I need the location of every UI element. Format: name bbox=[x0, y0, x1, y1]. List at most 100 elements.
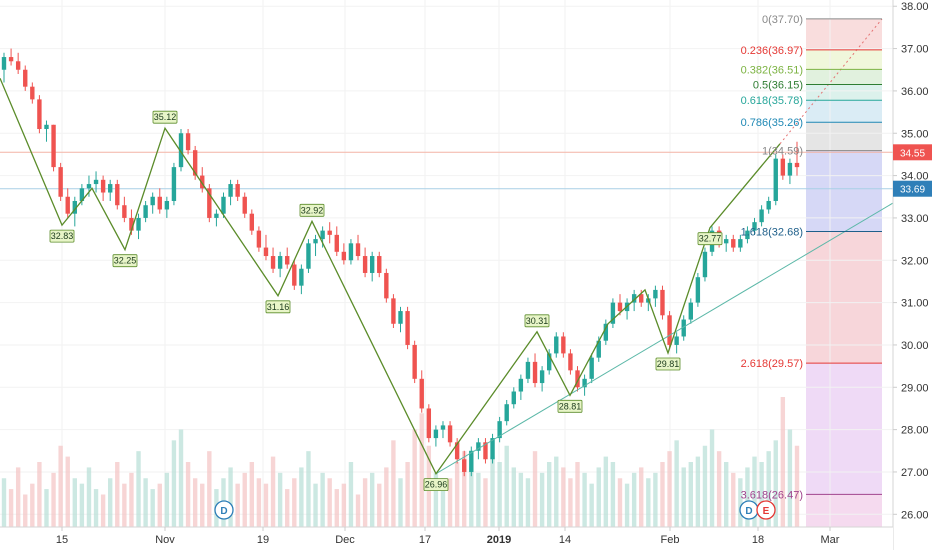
candle-body-13 bbox=[93, 179, 99, 185]
volume-bar-85 bbox=[603, 456, 609, 527]
x-tick-label-9: Mar bbox=[821, 534, 840, 546]
volume-bar-18 bbox=[129, 472, 134, 527]
candle-body-94 bbox=[667, 315, 672, 345]
fib-zone-8 bbox=[806, 363, 882, 495]
volume-bar-9 bbox=[65, 456, 70, 527]
zigzag-label-12: 29.81 bbox=[655, 357, 681, 371]
volume-bar-20 bbox=[143, 478, 148, 527]
candle-body-53 bbox=[377, 256, 382, 273]
candle-body-104 bbox=[738, 239, 743, 248]
candle-body-26 bbox=[185, 133, 191, 151]
volume-bar-2 bbox=[15, 467, 21, 527]
y-tick-label-8: 34.00 bbox=[901, 171, 929, 183]
x-tick-label-4: 17 bbox=[419, 534, 431, 546]
volume-bar-88 bbox=[624, 483, 630, 527]
fib-zone-3 bbox=[806, 84, 882, 101]
candle-body-3 bbox=[23, 69, 28, 87]
zigzag-label-box-13 bbox=[697, 232, 723, 246]
zigzag-label-5: 31.16 bbox=[265, 300, 291, 314]
candle-body-86 bbox=[610, 302, 616, 324]
candle-body-74 bbox=[525, 361, 531, 379]
candle-body-21 bbox=[150, 196, 155, 206]
volume-bar-36 bbox=[256, 478, 262, 527]
volume-bar-112 bbox=[794, 445, 800, 527]
volume-bar-59 bbox=[419, 413, 424, 527]
volume-bar-47 bbox=[334, 489, 339, 527]
volume-bar-108 bbox=[766, 451, 771, 527]
candle-body-99 bbox=[702, 251, 708, 278]
volume-bar-0 bbox=[1, 478, 7, 527]
candle-body-110 bbox=[780, 158, 786, 176]
candle-body-46 bbox=[327, 230, 332, 235]
candle-body-107 bbox=[759, 209, 764, 223]
zigzag-label-text-5: 31.16 bbox=[267, 302, 290, 312]
fib-label-5: 0.786(35.26) bbox=[741, 117, 803, 129]
volume-bar-95 bbox=[674, 440, 679, 527]
fib-zone-1 bbox=[806, 49, 882, 70]
event-circle-2 bbox=[756, 500, 776, 520]
price-lines bbox=[0, 151, 893, 190]
candle-body-19 bbox=[136, 217, 141, 231]
volume-bar-22 bbox=[157, 483, 162, 527]
volume-bar-51 bbox=[362, 478, 368, 527]
zigzag-label-4: 35.12 bbox=[152, 110, 178, 124]
volume-bar-72 bbox=[511, 467, 516, 527]
fib-label-1: 0.236(36.97) bbox=[741, 45, 803, 57]
candle-body-111 bbox=[787, 162, 793, 176]
candle-body-37 bbox=[263, 247, 269, 257]
volume-bar-56 bbox=[398, 478, 403, 527]
volume-bar-15 bbox=[108, 478, 113, 527]
volume-bar-70 bbox=[497, 462, 502, 527]
candle-body-67 bbox=[476, 442, 481, 451]
candle-body-87 bbox=[617, 302, 623, 312]
candle-body-22 bbox=[157, 196, 162, 210]
candle-body-90 bbox=[639, 294, 644, 303]
event-marker-2: E bbox=[756, 500, 776, 520]
price-badge-box-1 bbox=[893, 180, 932, 197]
candle-body-83 bbox=[589, 357, 594, 379]
zigzag-label-box-5 bbox=[265, 300, 291, 314]
volume-bar-55 bbox=[391, 440, 396, 527]
volume-bar-66 bbox=[469, 467, 474, 527]
volume-bar-98 bbox=[695, 456, 701, 527]
fib-level-labels: 0(37.70) 0.236(36.97) 0.382(36.51) 0.5(36.1… bbox=[741, 14, 803, 501]
volume-bar-48 bbox=[341, 483, 347, 527]
volume-bar-6 bbox=[44, 489, 49, 527]
candle-body-64 bbox=[454, 442, 460, 460]
volume-bar-43 bbox=[306, 451, 311, 527]
support-trendline bbox=[435, 198, 901, 475]
y-tick-label-1: 27.00 bbox=[901, 467, 929, 479]
volume-bar-65 bbox=[462, 451, 467, 527]
candle-body-6 bbox=[44, 124, 49, 130]
volume-bar-7 bbox=[51, 472, 56, 527]
volume-bar-82 bbox=[582, 472, 587, 527]
volume-bar-104 bbox=[738, 478, 743, 527]
volume-bar-74 bbox=[525, 478, 531, 527]
candle-body-4 bbox=[30, 86, 35, 100]
candle-body-7 bbox=[51, 124, 56, 168]
candle-body-43 bbox=[306, 243, 311, 269]
volume-bar-107 bbox=[759, 462, 764, 527]
volume-bar-13 bbox=[93, 489, 99, 527]
candle-body-12 bbox=[86, 184, 92, 189]
candle-body-28 bbox=[200, 175, 205, 189]
zigzag-pattern bbox=[0, 77, 781, 475]
candle-body-112 bbox=[794, 162, 800, 168]
volume-bar-26 bbox=[185, 462, 191, 527]
volume-bar-25 bbox=[178, 429, 184, 527]
volume-bar-89 bbox=[631, 472, 637, 527]
volume-bar-106 bbox=[752, 456, 757, 527]
zigzag-label-6: 32.92 bbox=[299, 203, 325, 217]
volume-bar-94 bbox=[667, 451, 672, 527]
volume-bar-111 bbox=[787, 429, 793, 527]
candle-body-81 bbox=[575, 370, 580, 388]
volume-bar-57 bbox=[405, 462, 410, 527]
candle-body-5 bbox=[37, 99, 42, 130]
event-marker-1: D bbox=[739, 500, 759, 520]
candle-body-63 bbox=[447, 425, 453, 443]
volume-bar-77 bbox=[546, 462, 552, 527]
candle-body-71 bbox=[504, 404, 509, 422]
zigzag-label-text-3: 32.25 bbox=[114, 256, 137, 266]
zigzag-label-text-9: 28.81 bbox=[559, 401, 582, 411]
